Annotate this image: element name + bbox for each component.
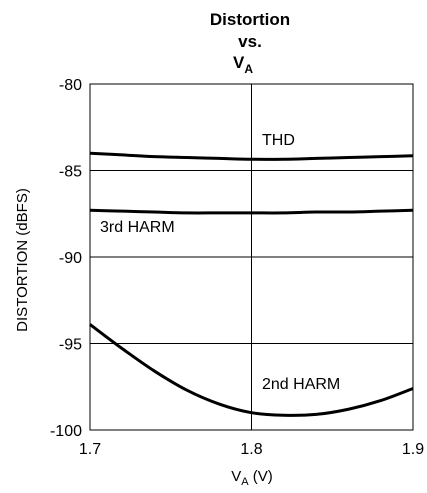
y-tick-label: -90 xyxy=(59,250,82,267)
series-line-thd xyxy=(89,151,414,161)
y-tick-label: -85 xyxy=(59,164,82,181)
title-sub: A xyxy=(244,62,253,76)
plot-frame xyxy=(89,83,414,431)
x-axis-label-sub: A xyxy=(241,476,249,488)
x-tick-label: 1.8 xyxy=(240,441,262,458)
chart-title-line3: VA xyxy=(233,53,253,76)
chart-subtitle: vs. xyxy=(238,32,262,51)
series-group xyxy=(89,151,414,417)
series-label-3rd-harm: 3rd HARM xyxy=(100,219,175,236)
x-axis-label-main: V xyxy=(231,468,241,485)
chart-title: Distortion xyxy=(210,10,290,29)
x-tick-label: 1.7 xyxy=(79,441,101,458)
y-tick-label: -80 xyxy=(59,77,82,94)
series-label-2nd-harm: 2nd HARM xyxy=(262,376,340,393)
series-line-2nd-harm xyxy=(89,323,414,417)
title-main: V xyxy=(233,53,245,72)
series-label-thd: THD xyxy=(262,132,295,149)
y-tick-label: -95 xyxy=(59,337,82,354)
x-axis-label: VA (V) xyxy=(231,468,273,488)
y-tick-label: -100 xyxy=(50,423,82,440)
y-axis-label: DISTORTION (dBFS) xyxy=(14,188,31,332)
series-line-3rd-harm xyxy=(89,208,414,215)
grid xyxy=(90,84,413,430)
x-axis-label-unit: (V) xyxy=(249,468,273,485)
x-tick-label: 1.9 xyxy=(402,441,424,458)
